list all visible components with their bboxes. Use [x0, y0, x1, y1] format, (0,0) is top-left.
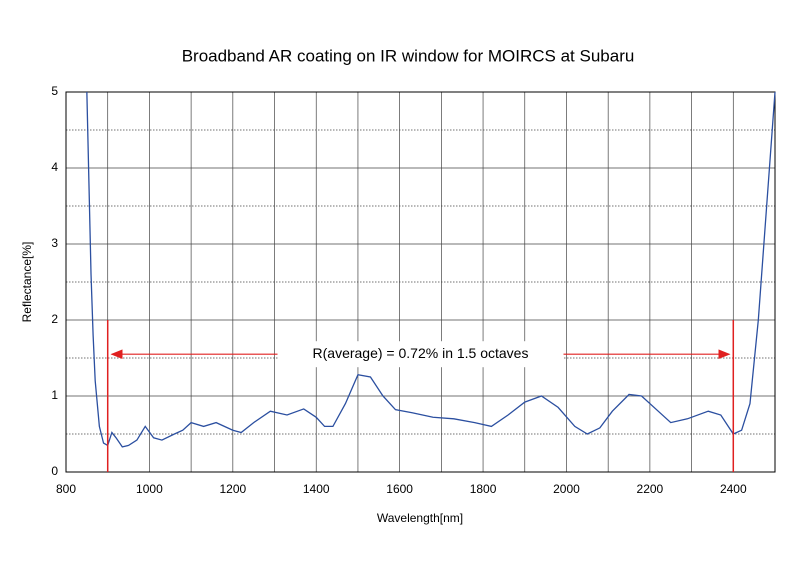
x-tick-label: 1600 — [386, 482, 413, 496]
x-axis-label: Wavelength[nm] — [377, 511, 463, 525]
y-axis-label: Reflectance[%] — [20, 242, 34, 323]
y-tick-label: 4 — [51, 160, 58, 174]
x-tick-label: 1400 — [303, 482, 330, 496]
y-tick-label: 1 — [51, 388, 58, 402]
x-tick-label: 2400 — [720, 482, 747, 496]
chart-title: Broadband AR coating on IR window for MO… — [182, 46, 635, 65]
y-tick-label: 0 — [51, 464, 58, 478]
annotation-box — [277, 341, 564, 368]
x-tick-label: 1200 — [219, 482, 246, 496]
y-tick-label: 2 — [51, 312, 58, 326]
plot-frame — [65, 91, 776, 473]
x-tick-label: 2000 — [553, 482, 580, 496]
y-tick-label: 3 — [51, 236, 58, 250]
x-tick-label: 1000 — [136, 482, 163, 496]
data-line — [86, 91, 776, 448]
x-tick-label: 800 — [56, 482, 76, 496]
x-tick-label: 1800 — [470, 482, 497, 496]
y-tick-label: 5 — [51, 84, 58, 98]
x-tick-label: 2200 — [637, 482, 664, 496]
annotation-text: R(average) = 0.72% in 1.5 octaves — [313, 345, 529, 361]
